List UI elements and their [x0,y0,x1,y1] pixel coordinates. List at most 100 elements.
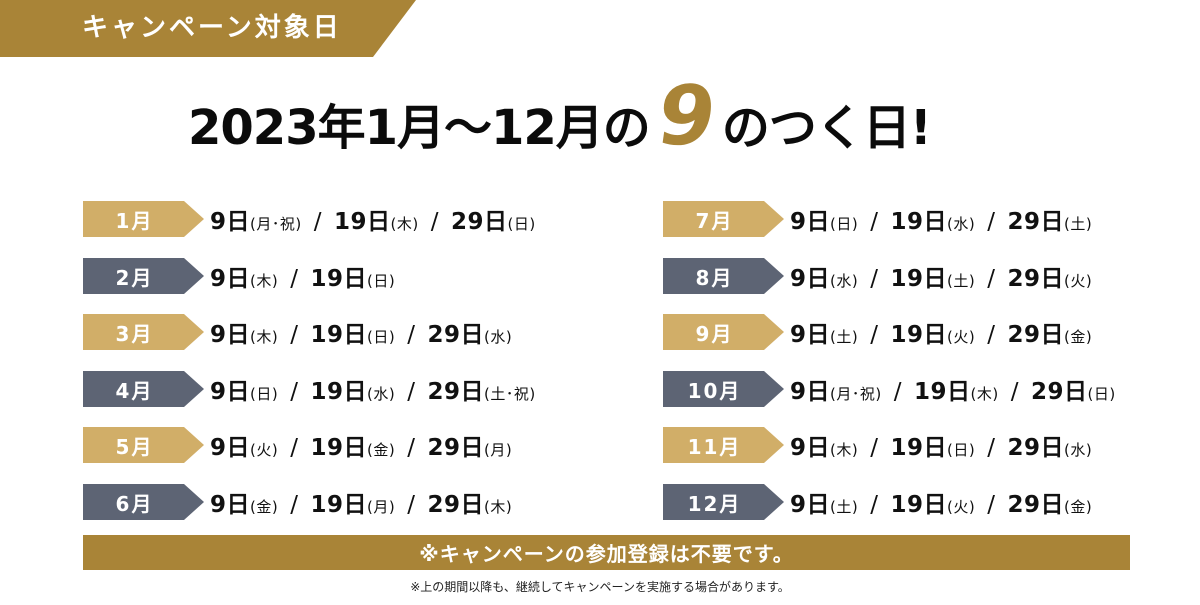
date-day: 9日 [210,266,251,292]
date-separator: / [407,379,416,405]
date-day: 9日 [790,379,831,405]
date-day: 29日 [1007,322,1064,348]
footnote: ※上の期間以降も、継続してキャンペーンを実施する場合があります。 [410,580,790,594]
date-weekday: (水) [1063,441,1093,459]
date-separator: / [430,209,439,235]
date-day: 9日 [210,209,251,235]
month-tag: 9月 [663,314,784,350]
date-weekday: (火) [250,441,279,459]
date-day: 9日 [210,435,251,461]
date-separator: / [870,492,879,518]
month-tag: 7月 [663,201,784,237]
date-separator: / [407,322,416,348]
date-weekday: (木) [390,215,419,233]
month-tag: 2月 [83,258,204,294]
date-separator: / [870,322,879,348]
date-separator: / [870,209,879,235]
date-weekday: (火) [1063,272,1093,290]
date-weekday: (土) [1063,215,1093,233]
date-day: 19日 [890,209,947,235]
date-separator: / [870,266,879,292]
date-weekday: (月･祝) [250,215,302,233]
date-separator: / [407,492,416,518]
date-day: 29日 [427,379,484,405]
date-day: 19日 [890,266,947,292]
date-list: 9日(水) / 19日(土) / 29日(火) [790,259,1092,293]
month-tag: 6月 [83,484,204,520]
month-tag: 12月 [663,484,784,520]
date-separator: / [870,435,879,461]
month-row: 8月 9日(水) / 19日(土) / 29日(火) [663,258,1092,294]
notice-text: ※キャンペーンの参加登録は不要です。 [419,542,794,566]
month-tag: 5月 [83,427,204,463]
month-tag: 10月 [663,371,784,407]
date-list: 9日(木) / 19日(日) [210,259,395,293]
date-separator: / [987,266,996,292]
date-weekday: (水) [947,215,976,233]
date-separator: / [987,435,996,461]
banner-label: キャンペーン対象日 [82,13,342,43]
date-day: 19日 [310,379,367,405]
date-day: 29日 [1030,379,1088,405]
month-tag: 11月 [663,427,784,463]
notice-bar: ※キャンペーンの参加登録は不要です。 [83,535,1130,570]
date-weekday: (火) [947,498,976,516]
date-weekday: (金) [250,498,279,516]
date-weekday: (水) [367,385,396,403]
date-day: 9日 [790,266,831,292]
date-day: 9日 [790,435,831,461]
corner-banner [0,0,416,57]
month-tag: 4月 [83,371,204,407]
date-day: 19日 [310,322,367,348]
date-weekday: (金) [1063,328,1093,346]
date-list: 9日(月･祝) / 19日(木) / 29日(日) [210,202,536,236]
date-day: 29日 [427,492,484,518]
month-row: 1月 9日(月･祝) / 19日(木) / 29日(日) [83,201,536,237]
date-day: 9日 [790,209,831,235]
date-separator: / [987,209,996,235]
date-list: 9日(土) / 19日(火) / 29日(金) [790,315,1092,349]
month-row: 12月 9日(土) / 19日(火) / 29日(金) [663,484,1092,520]
month-row: 9月 9日(土) / 19日(火) / 29日(金) [663,314,1092,350]
month-row: 3月 9日(木) / 19日(日) / 29日(水) [83,314,512,350]
date-day: 9日 [210,379,251,405]
date-separator: / [313,209,322,235]
date-separator: / [290,322,299,348]
date-weekday: (日) [250,385,279,403]
date-list: 9日(土) / 19日(火) / 29日(金) [790,485,1092,519]
month-tag: 1月 [83,201,204,237]
date-weekday: (月･祝) [830,385,882,403]
date-separator: / [290,379,299,405]
month-row: 5月 9日(火) / 19日(金) / 29日(月) [83,427,512,463]
date-day: 9日 [790,322,831,348]
month-tag: 8月 [663,258,784,294]
date-weekday: (日) [1087,385,1116,403]
date-day: 9日 [210,492,251,518]
date-separator: / [290,266,299,292]
month-tag: 3月 [83,314,204,350]
date-weekday: (月) [483,441,513,459]
title-suffix: のつく日! [721,100,932,156]
month-row: 2月 9日(木) / 19日(日) [83,258,395,294]
date-day: 9日 [790,492,831,518]
date-weekday: (月) [367,498,396,516]
date-day: 19日 [890,322,947,348]
date-day: 9日 [210,322,251,348]
date-list: 9日(月･祝) / 19日(木) / 29日(日) [790,372,1116,406]
date-weekday: (金) [1063,498,1093,516]
date-weekday: (日) [830,215,859,233]
date-day: 19日 [333,209,391,235]
date-weekday: (日) [947,441,976,459]
date-weekday: (土) [830,498,859,516]
date-separator: / [1010,379,1019,405]
date-day: 29日 [427,322,484,348]
date-list: 9日(火) / 19日(金) / 29日(月) [210,428,512,462]
date-day: 29日 [450,209,508,235]
date-weekday: (日) [367,328,396,346]
date-weekday: (水) [830,272,859,290]
date-list: 9日(金) / 19日(月) / 29日(木) [210,485,512,519]
page-title: 2023年1月～12月の9のつく日! [188,69,1068,178]
date-weekday: (土) [947,272,976,290]
date-weekday: (木) [483,498,513,516]
date-weekday: (土) [830,328,859,346]
